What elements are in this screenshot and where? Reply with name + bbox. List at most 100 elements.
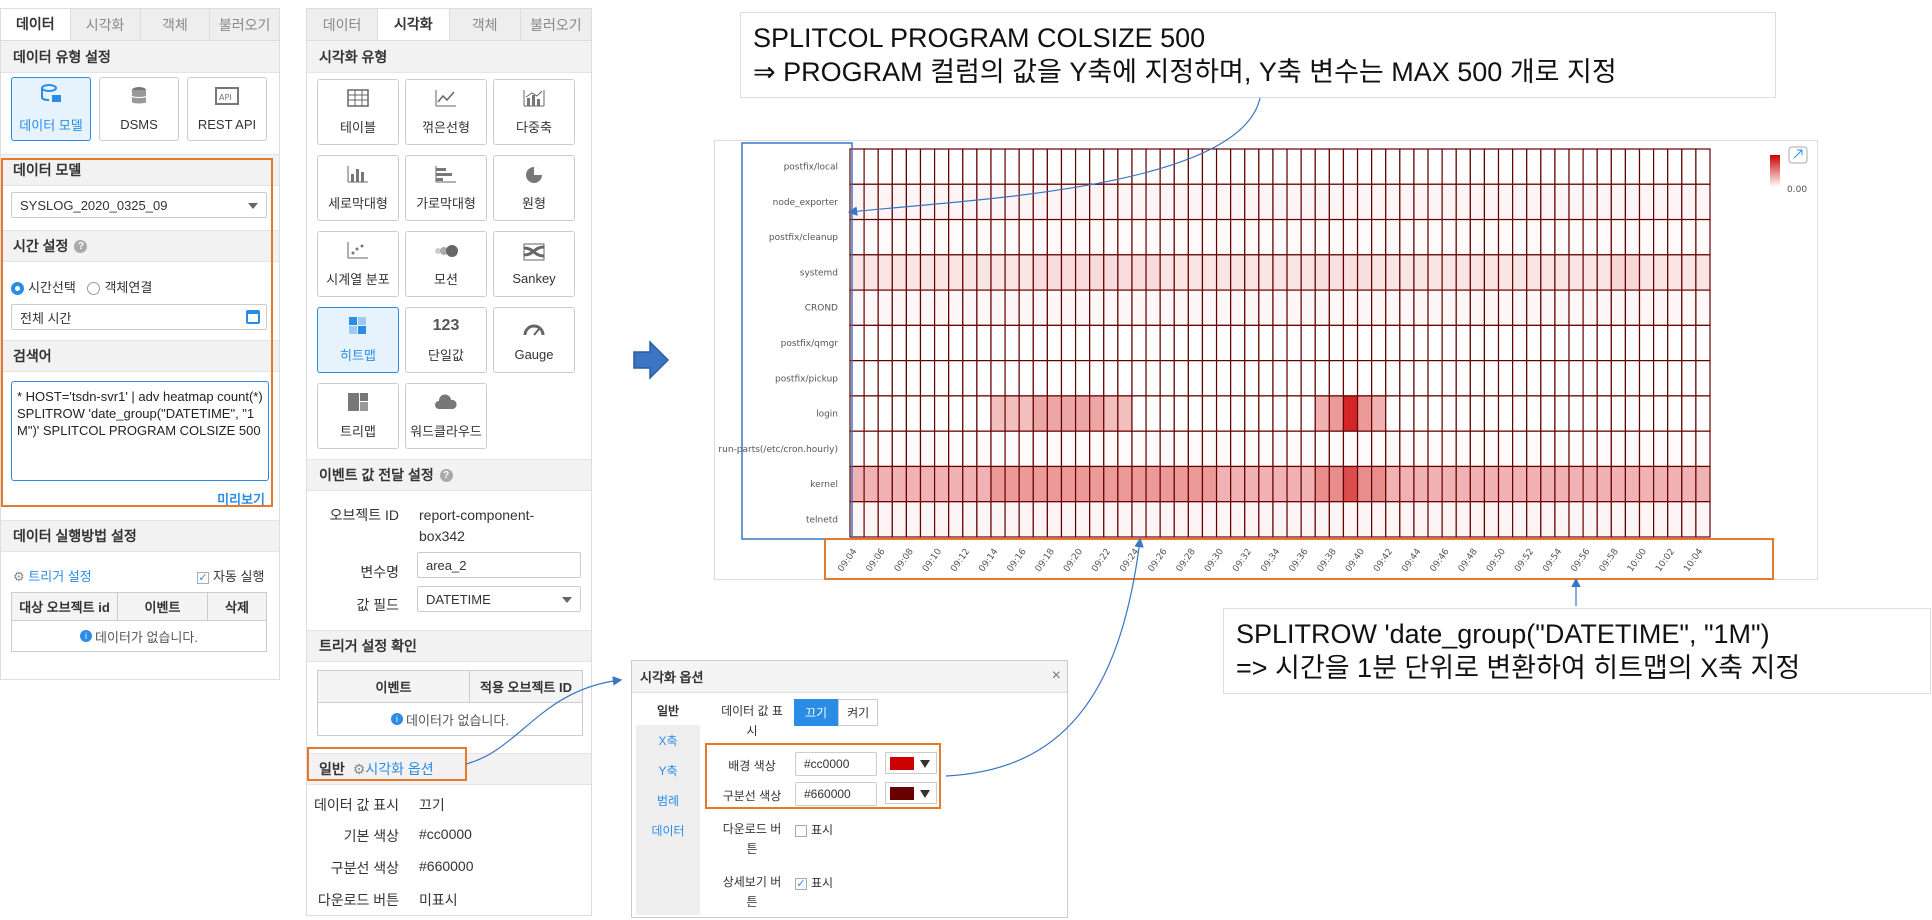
preview-link[interactable]: 미리보기 (217, 492, 265, 507)
heatmap-cell[interactable] (1568, 324, 1584, 362)
heatmap-cell[interactable] (1074, 289, 1091, 326)
heatmap-cell[interactable] (1117, 218, 1133, 256)
heatmap-cell[interactable] (1060, 254, 1077, 291)
heatmap-cell[interactable] (933, 254, 950, 291)
heatmap-cell[interactable] (1328, 218, 1345, 256)
vis-type-gauge-button[interactable]: Gauge (493, 307, 575, 373)
radio-object-link[interactable] (87, 282, 101, 296)
heatmap-cell[interactable] (1117, 148, 1133, 185)
heatmap-cell[interactable] (1427, 501, 1443, 538)
heatmap-cell[interactable] (1286, 183, 1302, 221)
heatmap-cell[interactable] (1497, 289, 1514, 326)
heatmap-cell[interactable] (905, 430, 922, 468)
heatmap-cell[interactable] (1695, 324, 1711, 362)
heatmap-cell[interactable] (1596, 395, 1612, 432)
vis-option-link[interactable]: ⚙시각화 옵션 (353, 759, 434, 779)
heatmap-cell[interactable] (1089, 430, 1105, 468)
heatmap-cell[interactable] (1060, 289, 1077, 326)
heatmap-cell[interactable] (1610, 360, 1627, 397)
heatmap-cell[interactable] (1427, 183, 1443, 221)
heatmap-cell[interactable] (1526, 324, 1542, 362)
heatmap-cell[interactable] (1610, 148, 1627, 185)
heatmap-cell[interactable] (962, 254, 978, 291)
heatmap-cell[interactable] (1497, 254, 1514, 291)
heatmap-cell[interactable] (962, 148, 978, 185)
heatmap-cell[interactable] (1215, 465, 1232, 503)
heatmap-cell[interactable] (1526, 360, 1542, 397)
heatmap-cell[interactable] (1032, 254, 1048, 291)
heatmap-cell[interactable] (976, 289, 992, 326)
heatmap-cell[interactable] (1300, 324, 1316, 362)
heatmap-cell[interactable] (1089, 218, 1105, 256)
heatmap-cell[interactable] (1314, 254, 1330, 291)
heatmap-cell[interactable] (1610, 183, 1627, 221)
heatmap-cell[interactable] (1215, 254, 1232, 291)
heatmap-cell[interactable] (962, 218, 978, 256)
heatmap-cell[interactable] (1356, 254, 1373, 291)
heatmap-cell[interactable] (1681, 360, 1697, 397)
heatmap-cell[interactable] (1582, 360, 1598, 397)
vis-type-sankey-button[interactable]: Sankey (493, 231, 575, 297)
heatmap-cell[interactable] (1483, 465, 1500, 503)
heatmap-cell[interactable] (1385, 430, 1401, 468)
heatmap-cell[interactable] (1681, 465, 1697, 503)
heatmap-cell[interactable] (1512, 360, 1528, 397)
heatmap-cell[interactable] (1638, 465, 1655, 503)
heatmap-cell[interactable] (1145, 254, 1161, 291)
heatmap-cell[interactable] (1314, 465, 1330, 503)
heatmap-cell[interactable] (948, 148, 964, 185)
heatmap-cell[interactable] (1596, 289, 1612, 326)
heatmap-cell[interactable] (1441, 218, 1457, 256)
heatmap-cell[interactable] (1131, 183, 1147, 221)
heatmap-cell[interactable] (1441, 148, 1457, 185)
heatmap-cell[interactable] (1512, 430, 1528, 468)
heatmap-cell[interactable] (1638, 395, 1655, 432)
heatmap-cell[interactable] (1540, 360, 1556, 397)
heatmap-cell[interactable] (1582, 183, 1598, 221)
heatmap-cell[interactable] (863, 430, 879, 468)
heatmap-cell[interactable] (1526, 289, 1542, 326)
heatmap-cell[interactable] (1695, 289, 1711, 326)
heatmap-cell[interactable] (1244, 501, 1260, 538)
heatmap-cell[interactable] (1540, 324, 1556, 362)
heatmap-cell[interactable] (1653, 183, 1669, 221)
heatmap-cell[interactable] (1455, 360, 1471, 397)
heatmap-cell[interactable] (1441, 289, 1457, 326)
heatmap-cell[interactable] (891, 324, 907, 362)
heatmap-cell[interactable] (877, 465, 893, 503)
heatmap-cell[interactable] (1074, 183, 1091, 221)
heatmap-cell[interactable] (962, 501, 978, 538)
heatmap-cell[interactable] (1356, 183, 1373, 221)
heatmap-cell[interactable] (976, 395, 992, 432)
vis-type-motion-button[interactable]: 모션 (405, 231, 487, 297)
heatmap-cell[interactable] (1215, 430, 1232, 468)
heatmap-cell[interactable] (1145, 395, 1161, 432)
heatmap-cell[interactable] (1695, 430, 1711, 468)
heatmap-cell[interactable] (1286, 430, 1302, 468)
heatmap-cell[interactable] (1695, 360, 1711, 397)
heatmap-cell[interactable] (1554, 360, 1570, 397)
heatmap-cell[interactable] (1201, 148, 1218, 185)
heatmap-cell[interactable] (1300, 430, 1316, 468)
heatmap-cell[interactable] (1089, 360, 1105, 397)
heatmap-cell[interactable] (1596, 360, 1612, 397)
heatmap-cell[interactable] (1201, 254, 1218, 291)
heatmap-cell[interactable] (1497, 360, 1514, 397)
heatmap-cell[interactable] (1272, 465, 1288, 503)
heatmap-cell[interactable] (976, 218, 992, 256)
heatmap-cell[interactable] (1568, 395, 1584, 432)
heatmap-cell[interactable] (1230, 430, 1246, 468)
var-input[interactable]: area_2 (417, 552, 581, 578)
heatmap-cell[interactable] (1568, 218, 1584, 256)
heatmap-cell[interactable] (1159, 360, 1175, 397)
heatmap-cell[interactable] (1060, 218, 1077, 256)
heatmap-cell[interactable] (1596, 218, 1612, 256)
heatmap-cell[interactable] (1681, 430, 1697, 468)
heatmap-cell[interactable] (1653, 360, 1669, 397)
heatmap-cell[interactable] (919, 465, 936, 503)
heatmap-cell[interactable] (1328, 148, 1345, 185)
heatmap-cell[interactable] (1469, 218, 1486, 256)
heatmap-cell[interactable] (1117, 395, 1133, 432)
heatmap-cell[interactable] (1371, 360, 1387, 397)
heatmap-cell[interactable] (1385, 395, 1401, 432)
